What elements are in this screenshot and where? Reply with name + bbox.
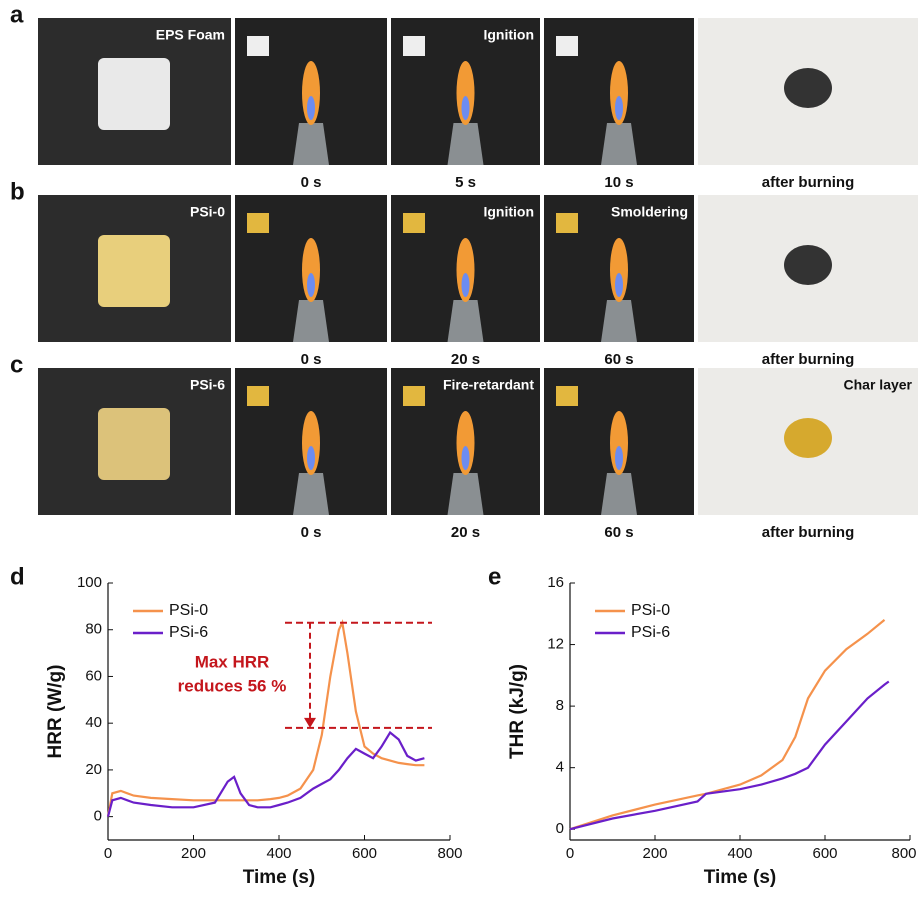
burner xyxy=(448,473,484,515)
burner xyxy=(293,473,329,515)
caption: 20 s xyxy=(451,524,480,541)
y-tick-label: 4 xyxy=(556,759,564,776)
burner xyxy=(293,300,329,342)
photo-label: Ignition xyxy=(483,204,534,220)
x-tick-label: 600 xyxy=(352,845,377,862)
caption: 60 s xyxy=(604,351,633,368)
burner xyxy=(448,300,484,342)
arrow-head xyxy=(304,718,316,728)
caption: after burning xyxy=(762,174,855,191)
x-tick-label: 800 xyxy=(437,845,462,862)
flame-core xyxy=(307,96,315,120)
sample-held xyxy=(556,386,578,406)
photo-label: Fire-retardant xyxy=(443,377,534,393)
flame-core xyxy=(462,446,470,470)
residue xyxy=(784,418,832,458)
burner xyxy=(601,300,637,342)
photo-label: Smoldering xyxy=(611,204,688,220)
caption: after burning xyxy=(762,351,855,368)
y-tick-label: 0 xyxy=(556,820,564,837)
series-line xyxy=(570,620,885,829)
photo-label: EPS Foam xyxy=(156,27,225,43)
sample xyxy=(98,235,170,307)
x-axis-title: Time (s) xyxy=(704,867,777,888)
flame-core xyxy=(307,446,315,470)
y-tick-label: 20 xyxy=(85,761,102,778)
flame-core xyxy=(615,96,623,120)
y-tick-label: 8 xyxy=(556,697,564,714)
sample-held xyxy=(403,213,425,233)
legend-label: PSi-0 xyxy=(169,602,208,619)
x-tick-label: 600 xyxy=(812,845,837,862)
flame-core xyxy=(307,273,315,297)
caption: 20 s xyxy=(451,351,480,368)
caption: 0 s xyxy=(301,351,322,368)
legend-label: PSi-6 xyxy=(631,624,670,641)
flame-core xyxy=(615,273,623,297)
annotation: Max HRR xyxy=(195,652,270,671)
y-tick-label: 80 xyxy=(85,621,102,638)
y-tick-label: 60 xyxy=(85,667,102,684)
y-axis-title: THR (kJ/g) xyxy=(507,664,528,759)
burner xyxy=(293,123,329,165)
flame-core xyxy=(462,96,470,120)
x-tick-label: 400 xyxy=(266,845,291,862)
caption: 0 s xyxy=(301,174,322,191)
residue xyxy=(784,68,832,108)
legend-label: PSi-0 xyxy=(631,602,670,619)
annotation: reduces 56 % xyxy=(178,676,287,695)
panel-letter: d xyxy=(10,563,25,590)
caption: 5 s xyxy=(455,174,476,191)
series-line xyxy=(108,733,424,817)
y-tick-label: 100 xyxy=(77,574,102,591)
sample xyxy=(98,408,170,480)
burner xyxy=(601,123,637,165)
sample-held xyxy=(247,36,269,56)
x-tick-label: 200 xyxy=(181,845,206,862)
caption: 0 s xyxy=(301,524,322,541)
panel-letter: c xyxy=(10,351,23,378)
series-line xyxy=(570,682,889,830)
x-tick-label: 0 xyxy=(566,845,574,862)
y-tick-label: 16 xyxy=(547,574,564,591)
x-tick-label: 400 xyxy=(727,845,752,862)
panel-letter: a xyxy=(10,1,24,28)
caption: 60 s xyxy=(604,524,633,541)
burner xyxy=(448,123,484,165)
photo-label: Ignition xyxy=(483,27,534,43)
figure: a EPS Foam Ignition 0 s 5 s 10 s after burning… xyxy=(0,0,920,899)
caption: 10 s xyxy=(604,174,633,191)
sample xyxy=(98,58,170,130)
sample-held xyxy=(247,213,269,233)
sample-held xyxy=(556,36,578,56)
x-tick-label: 200 xyxy=(642,845,667,862)
y-tick-label: 40 xyxy=(85,714,102,731)
legend-label: PSi-6 xyxy=(169,624,208,641)
flame-core xyxy=(462,273,470,297)
sample-held xyxy=(247,386,269,406)
panel-letter: b xyxy=(10,178,25,205)
y-tick-label: 0 xyxy=(94,808,102,825)
photo-label: Char layer xyxy=(844,377,913,393)
photo-label: PSi-0 xyxy=(190,204,225,220)
flame-core xyxy=(615,446,623,470)
y-tick-label: 12 xyxy=(547,636,564,653)
residue xyxy=(784,245,832,285)
sample-held xyxy=(556,213,578,233)
y-axis-title: HRR (W/g) xyxy=(45,665,66,759)
x-tick-label: 800 xyxy=(891,845,916,862)
burner xyxy=(601,473,637,515)
caption: after burning xyxy=(762,524,855,541)
x-tick-label: 0 xyxy=(104,845,112,862)
panel-letter: e xyxy=(488,563,501,590)
sample-held xyxy=(403,386,425,406)
photo-label: PSi-6 xyxy=(190,377,225,393)
x-axis-title: Time (s) xyxy=(243,867,316,888)
sample-held xyxy=(403,36,425,56)
